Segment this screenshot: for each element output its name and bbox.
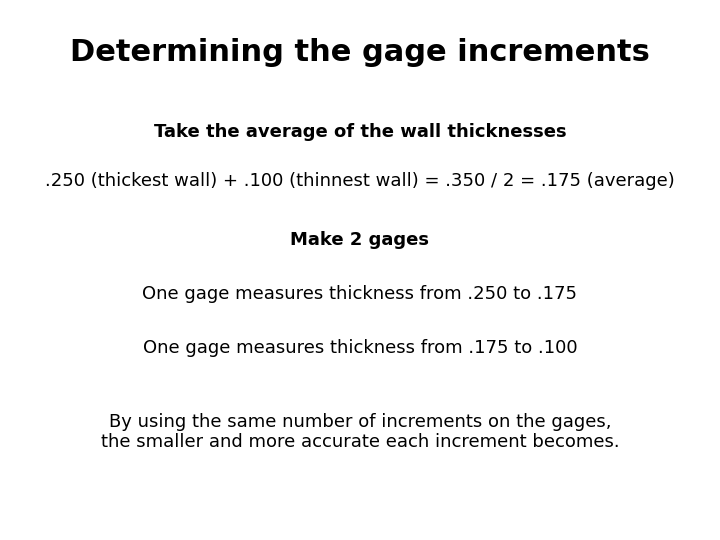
Text: One gage measures thickness from .175 to .100: One gage measures thickness from .175 to… — [143, 339, 577, 357]
Text: By using the same number of increments on the gages,
the smaller and more accura: By using the same number of increments o… — [101, 413, 619, 451]
Text: Take the average of the wall thicknesses: Take the average of the wall thicknesses — [153, 123, 567, 141]
Text: Make 2 gages: Make 2 gages — [290, 231, 430, 249]
Text: .250 (thickest wall) + .100 (thinnest wall) = .350 / 2 = .175 (average): .250 (thickest wall) + .100 (thinnest wa… — [45, 172, 675, 190]
Text: One gage measures thickness from .250 to .175: One gage measures thickness from .250 to… — [143, 285, 577, 303]
Text: Determining the gage increments: Determining the gage increments — [70, 38, 650, 67]
